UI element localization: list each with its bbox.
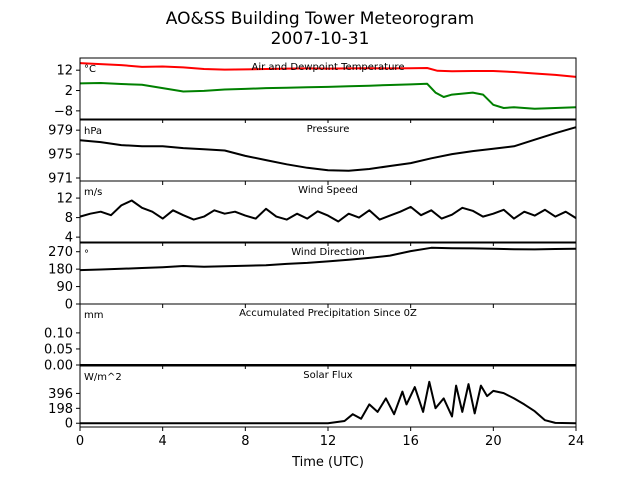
panel-3-unit-label: ° [84,249,89,260]
panel-2-ytick-label-0: 12 [56,192,73,207]
x-tick-label-5: 20 [485,434,502,449]
x-tick-label-6: 24 [568,434,585,449]
panel-2: 12 8 4 m/s Wind Speed [56,180,577,246]
panel-0: 12 2 −8 °C Air and Dewpoint Temperature [54,57,577,123]
panel-4: 0.100.05 0.00 mm Accumulated Precipitation … [44,303,577,374]
panel-3-ytick-label-0: 270 [48,245,73,260]
x-axis-label: Time (UTC) [291,455,364,470]
panel-0-ytick-label-1: 2 [65,84,73,99]
panel-4-ytick-label-1: 0.05 [44,342,73,357]
figure-title-line2: 2007-10-31 [271,29,370,49]
panel-3-ytick-label-2: 90 [56,280,73,295]
x-tick-label-2: 8 [241,434,249,449]
panel-3-title: Wind Direction [291,247,365,258]
panel-4-unit-label: mm [84,310,103,321]
panel-5-series-0-line [80,380,577,425]
panel-0-series-0-line [79,62,577,78]
panel-1-unit-label: hPa [84,126,102,137]
panel-5-title: Solar Flux [303,370,353,381]
panel-4-title: Accumulated Precipitation Since 0Z [239,308,417,319]
panel-5-ytick-label-0: 396 [48,387,73,402]
panel-0-title: Air and Dewpoint Temperature [252,62,405,73]
panel-4-ytick-label-2: 0.00 [44,359,73,374]
panel-2-ytick-label-1: 8 [65,211,73,226]
panels-group: 12 2 −8 °C Air and Dewpoint Temperature 979 97… [44,57,577,432]
panel-3-series-0-line [79,246,577,272]
panel-1-ytick-label-1: 975 [48,148,73,163]
panel-2-title: Wind Speed [298,185,358,196]
panel-0-series-1-line [79,82,577,110]
x-tick-label-4: 16 [402,434,419,449]
x-axis: 0 4 8 12 16 20 24 [76,434,584,449]
panel-1-series-0-line [79,126,577,172]
panel-1-ytick-label-2: 971 [48,172,73,187]
panel-2-series-0-line [79,199,577,223]
figure-title-line1: AO&SS Building Tower Meteorogram [166,9,474,29]
panel-5-ytick-label-2: 0 [65,417,73,432]
panel-2-unit-label: m/s [84,187,102,198]
panel-1-title: Pressure [307,124,350,135]
x-tick-label-1: 4 [159,434,167,449]
panel-3-ytick-label-1: 180 [48,263,73,278]
panel-0-unit-label: °C [84,64,96,75]
x-tick-label-0: 0 [76,434,84,449]
x-tick-label-3: 12 [320,434,337,449]
panel-3-ytick-label-3: 0 [65,298,73,313]
panel-0-ytick-label-2: −8 [54,104,73,119]
panel-1-ytick-label-0: 979 [48,124,73,139]
panel-5-unit-label: W/m^2 [84,372,122,383]
panel-4-ytick-label-0: 0.10 [44,326,73,341]
panel-5-ytick-label-1: 198 [48,402,73,417]
panel-2-ytick-label-2: 4 [65,231,73,246]
panel-0-ytick-label-0: 12 [56,64,73,79]
